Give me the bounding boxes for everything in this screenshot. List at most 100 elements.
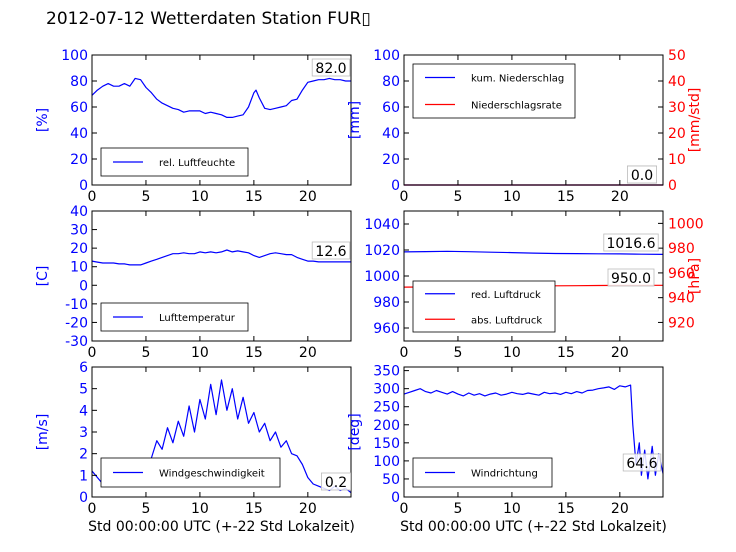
y-tick-label: 200 <box>373 418 400 434</box>
y-tick-label: 80 <box>382 74 400 90</box>
y-tick-label: 60 <box>70 100 88 116</box>
series-line-4-1 <box>403 250 664 255</box>
x-tick-label: 5 <box>453 345 462 361</box>
y-tick-label: 6 <box>79 360 88 376</box>
y-tick-label: 250 <box>373 400 400 416</box>
y-tick-label: 40 <box>70 204 88 220</box>
x-tick-label: 10 <box>503 345 521 361</box>
y2-tick-label: 40 <box>668 74 686 90</box>
x-tick-label: 0 <box>400 501 409 517</box>
y2-axis-label: [hPa] <box>687 258 703 294</box>
y-tick-label: 150 <box>373 436 400 452</box>
x-tick-label: 0 <box>400 345 409 361</box>
y-tick-label: 20 <box>70 152 88 168</box>
y-tick-label: 100 <box>373 48 400 64</box>
y-tick-label: 0 <box>79 490 88 506</box>
x-tick-label: 15 <box>245 501 263 517</box>
y-tick-label: 80 <box>70 74 88 90</box>
x-tick-label: 15 <box>557 501 575 517</box>
y-tick-label: 1 <box>79 468 88 484</box>
x-tick-label: 5 <box>141 501 150 517</box>
x-tick-label: 0 <box>88 345 97 361</box>
y-axis-label: [mm] <box>347 101 363 139</box>
legend-label: red. Luftdruck <box>471 290 541 301</box>
y-axis-label: [%] <box>35 108 51 132</box>
y-tick-label: 20 <box>70 241 88 257</box>
annotation-box <box>320 472 351 491</box>
y-axis-label: [m/s] <box>35 414 51 451</box>
x-tick-label: 15 <box>557 189 575 205</box>
x-tick-label: 10 <box>191 501 209 517</box>
legend-label: rel. Luftfeuchte <box>159 158 235 169</box>
series-line-6-1 <box>403 384 664 480</box>
chart-panel-4: 0 5 10 15 20 960 980 1000 1020 1040 920 940 960 980 10… <box>364 210 704 361</box>
y-tick-label: -30 <box>65 334 88 350</box>
y-tick-label: 20 <box>382 152 400 168</box>
y-tick-label: 40 <box>382 126 400 142</box>
x-tick-label: 20 <box>299 501 317 517</box>
y-tick-label: 4 <box>79 403 88 419</box>
annotation-box <box>311 58 351 77</box>
plot-frame <box>403 54 664 186</box>
chart-panel-5: 0 5 10 15 20 0 1 2 3 4 5 6 [m/s] Std 00:00:00 UTC (+-… <box>35 360 355 535</box>
chart-panel-2: 0 5 10 15 20 0 20 40 60 80 100 0 10 20 30 40 50 [mm] [mm/s… <box>347 48 703 205</box>
x-tick-label: 20 <box>299 345 317 361</box>
series-line-1-1 <box>91 77 351 119</box>
y2-tick-label: 30 <box>668 100 686 116</box>
annotation-value: 950.0 <box>611 271 651 287</box>
y-tick-label: 2 <box>79 447 88 463</box>
annotation-box <box>311 241 351 260</box>
y-tick-label: 100 <box>61 48 88 64</box>
plot-frame <box>91 54 352 186</box>
x-axis-label: Std 00:00:00 UTC (+-22 Std Lokalzeit) <box>88 519 355 535</box>
y-tick-label: -10 <box>65 297 88 313</box>
legend-box <box>412 280 556 333</box>
y2-tick-label: 1000 <box>668 216 704 232</box>
y-tick-label: 5 <box>79 382 88 398</box>
series-line-3-1 <box>91 249 351 266</box>
annotation-value: 0.2 <box>325 475 347 491</box>
legend-label: kum. Niederschlag <box>471 74 564 85</box>
y-axis-label: [deg] <box>347 413 363 450</box>
y-tick-label: -20 <box>65 315 88 331</box>
y-axis-label: [C] <box>35 266 51 287</box>
y-tick-label: 50 <box>382 472 400 488</box>
annotation-value: 0.0 <box>631 168 653 184</box>
chart-panel-3: 0 5 10 15 20 -30 -20 -10 0 10 20 30 40 [C] Lufttempera… <box>35 204 352 361</box>
annotation-box <box>622 453 662 472</box>
x-tick-label: 10 <box>503 189 521 205</box>
x-tick-label: 20 <box>611 501 629 517</box>
y-tick-label: 60 <box>382 100 400 116</box>
x-tick-label: 20 <box>611 345 629 361</box>
y2-tick-label: 920 <box>668 315 695 331</box>
y-tick-label: 960 <box>373 321 400 337</box>
legend-label: Niederschlagsrate <box>471 101 562 112</box>
x-tick-label: 5 <box>453 189 462 205</box>
y-tick-label: 980 <box>373 295 400 311</box>
x-tick-label: 10 <box>191 189 209 205</box>
y2-tick-label: 0 <box>668 178 677 194</box>
y-tick-label: 1040 <box>364 217 400 233</box>
plot-frame <box>91 210 352 342</box>
annotation-box <box>607 268 655 287</box>
y-tick-label: 100 <box>373 454 400 470</box>
legend-box <box>412 63 576 119</box>
x-tick-label: 5 <box>453 501 462 517</box>
x-tick-label: 20 <box>299 189 317 205</box>
y-tick-label: 10 <box>70 260 88 276</box>
x-tick-label: 0 <box>88 501 97 517</box>
y2-tick-label: 980 <box>668 241 695 257</box>
annotation-box <box>603 233 659 252</box>
legend-label: Windgeschwindigkeit <box>159 469 265 480</box>
y2-axis-label: [mm/std] <box>687 88 703 153</box>
y-tick-label: 350 <box>373 364 400 380</box>
annotation-value: 1016.6 <box>607 236 656 252</box>
x-tick-label: 5 <box>141 189 150 205</box>
x-tick-label: 15 <box>245 189 263 205</box>
annotation-value: 82.0 <box>315 61 346 77</box>
y-tick-label: 30 <box>70 223 88 239</box>
y2-tick-label: 50 <box>668 48 686 64</box>
annotation-box <box>627 165 658 184</box>
